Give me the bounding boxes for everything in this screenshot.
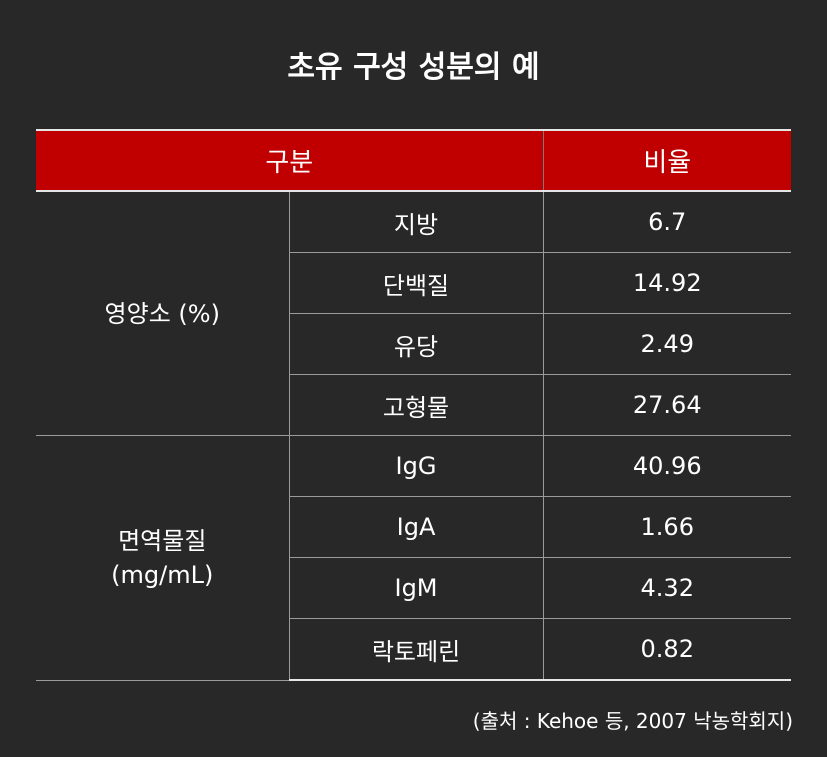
table-row: IgM 4.32 <box>36 557 791 619</box>
table-row: 유당 2.49 <box>36 313 791 375</box>
item-cell: 단백질 <box>289 252 544 314</box>
value-cell: 40.96 <box>543 435 791 497</box>
item-cell: IgM <box>289 557 544 619</box>
composition-table: 구분 비율 영양소 (%) 지방 6.7 단백질 14.92 유당 2.49 고… <box>36 129 791 681</box>
table-row: 고형물 27.64 <box>36 374 791 436</box>
table-row: 락토페린 0.82 <box>36 618 791 681</box>
value-cell: 1.66 <box>543 496 791 558</box>
group-label-line: 면역물질 <box>118 526 207 555</box>
table-row: 단백질 14.92 <box>36 252 791 314</box>
value-cell: 14.92 <box>543 252 791 314</box>
table-header-row: 구분 비율 <box>36 129 791 192</box>
item-cell: IgA <box>289 496 544 558</box>
value-cell: 27.64 <box>543 374 791 436</box>
table-row: 면역물질 (mg/mL) IgG 40.96 <box>36 435 791 681</box>
header-ratio: 비율 <box>543 129 791 192</box>
table-row: 영양소 (%) 지방 6.7 <box>36 191 791 436</box>
page-title: 초유 구성 성분의 예 <box>287 50 540 85</box>
group-label-nutrients: 영양소 (%) <box>36 191 290 436</box>
value-cell: 2.49 <box>543 313 791 375</box>
item-cell: IgG <box>289 435 544 497</box>
item-cell: 유당 <box>289 313 544 375</box>
value-cell: 6.7 <box>543 191 791 253</box>
group-label-immune: 면역물질 (mg/mL) <box>36 435 290 681</box>
header-category: 구분 <box>36 129 544 192</box>
table-row: IgA 1.66 <box>36 496 791 558</box>
value-cell: 0.82 <box>543 618 791 681</box>
item-cell: 고형물 <box>289 374 544 436</box>
value-cell: 4.32 <box>543 557 791 619</box>
source-note: (출처 : Kehoe 등, 2007 낙농학회지) <box>472 709 793 733</box>
group-label-unit: (mg/mL) <box>111 560 214 589</box>
item-cell: 락토페린 <box>289 618 544 681</box>
item-cell: 지방 <box>289 191 544 253</box>
